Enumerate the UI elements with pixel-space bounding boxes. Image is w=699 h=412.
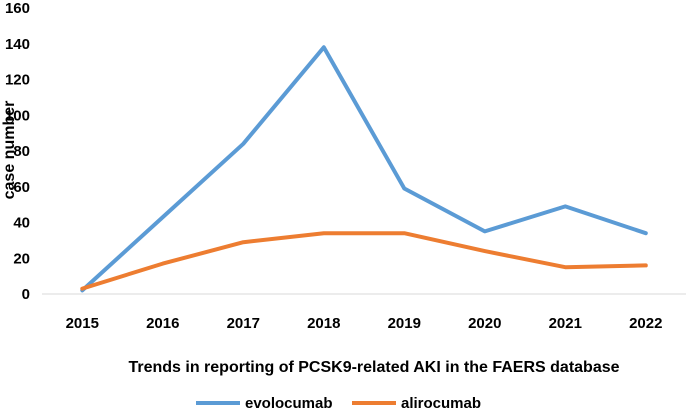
series-lines <box>80 45 648 293</box>
y-tick-label: 60 <box>13 179 30 196</box>
legend-label-alirocumab: alirocumab <box>401 395 481 412</box>
x-tick-label: 2016 <box>146 315 179 332</box>
y-tick-label: 80 <box>13 143 30 160</box>
x-tick-label: 2017 <box>227 315 260 332</box>
y-tick-label: 160 <box>5 0 30 17</box>
x-tick-label: 2020 <box>468 315 501 332</box>
series-line-evolocumab <box>80 45 648 293</box>
y-axis-title: case number <box>1 101 18 200</box>
y-axis-tick-labels: 0 20 40 60 80 100 120 140 160 <box>5 0 30 303</box>
x-tick-label: 2019 <box>388 315 421 332</box>
y-tick-label: 100 <box>5 107 30 124</box>
x-axis-title: Trends in reporting of PCSK9-related AKI… <box>128 359 619 376</box>
series-line-alirocumab <box>80 231 648 291</box>
y-tick-label: 0 <box>22 286 30 303</box>
y-tick-label: 40 <box>13 215 30 232</box>
x-tick-label: 2015 <box>66 315 99 332</box>
legend: evolocumab alirocumab <box>196 395 481 412</box>
y-tick-label: 120 <box>5 72 30 89</box>
y-tick-label: 20 <box>13 250 30 267</box>
legend-label-evolocumab: evolocumab <box>245 395 333 412</box>
x-tick-label: 2022 <box>629 315 662 332</box>
x-tick-label: 2018 <box>307 315 340 332</box>
y-tick-label: 140 <box>5 36 30 53</box>
x-axis-tick-labels: 2015 2016 2017 2018 2019 2020 2021 2022 <box>66 315 663 332</box>
x-tick-label: 2021 <box>549 315 582 332</box>
